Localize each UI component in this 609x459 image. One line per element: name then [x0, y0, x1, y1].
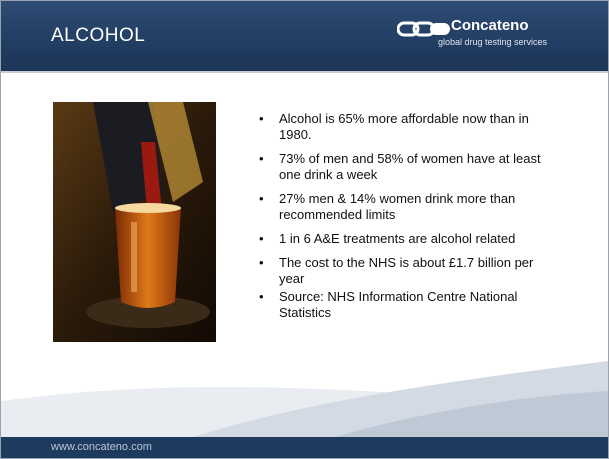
bullet-item: The cost to the NHS is about £1.7 billio…: [259, 255, 549, 287]
slide: ALCOHOL Concateno global drug testing se…: [0, 0, 609, 459]
footer: www.concateno.com: [1, 437, 608, 458]
bullet-list: Alcohol is 65% more affordable now than …: [259, 111, 549, 329]
logo-icon: [397, 20, 453, 38]
beer-photo: [53, 102, 216, 342]
logo-tagline: global drug testing services: [438, 37, 547, 47]
bullet-item: 73% of men and 58% of women have at leas…: [259, 151, 549, 183]
bullet-item: 27% men & 14% women drink more than reco…: [259, 191, 549, 223]
slide-title: ALCOHOL: [51, 25, 145, 47]
header: ALCOHOL Concateno global drug testing se…: [1, 1, 608, 73]
bullet-item: Alcohol is 65% more affordable now than …: [259, 111, 549, 143]
page: ALCOHOL Concateno global drug testing se…: [0, 0, 609, 459]
bullet-item: 1 in 6 A&E treatments are alcohol relate…: [259, 231, 549, 247]
source-note: Source: NHS Information Centre National …: [259, 289, 549, 321]
background-swoosh: [1, 341, 608, 441]
logo-name: Concateno: [451, 17, 529, 34]
footer-url: www.concateno.com: [51, 441, 152, 453]
